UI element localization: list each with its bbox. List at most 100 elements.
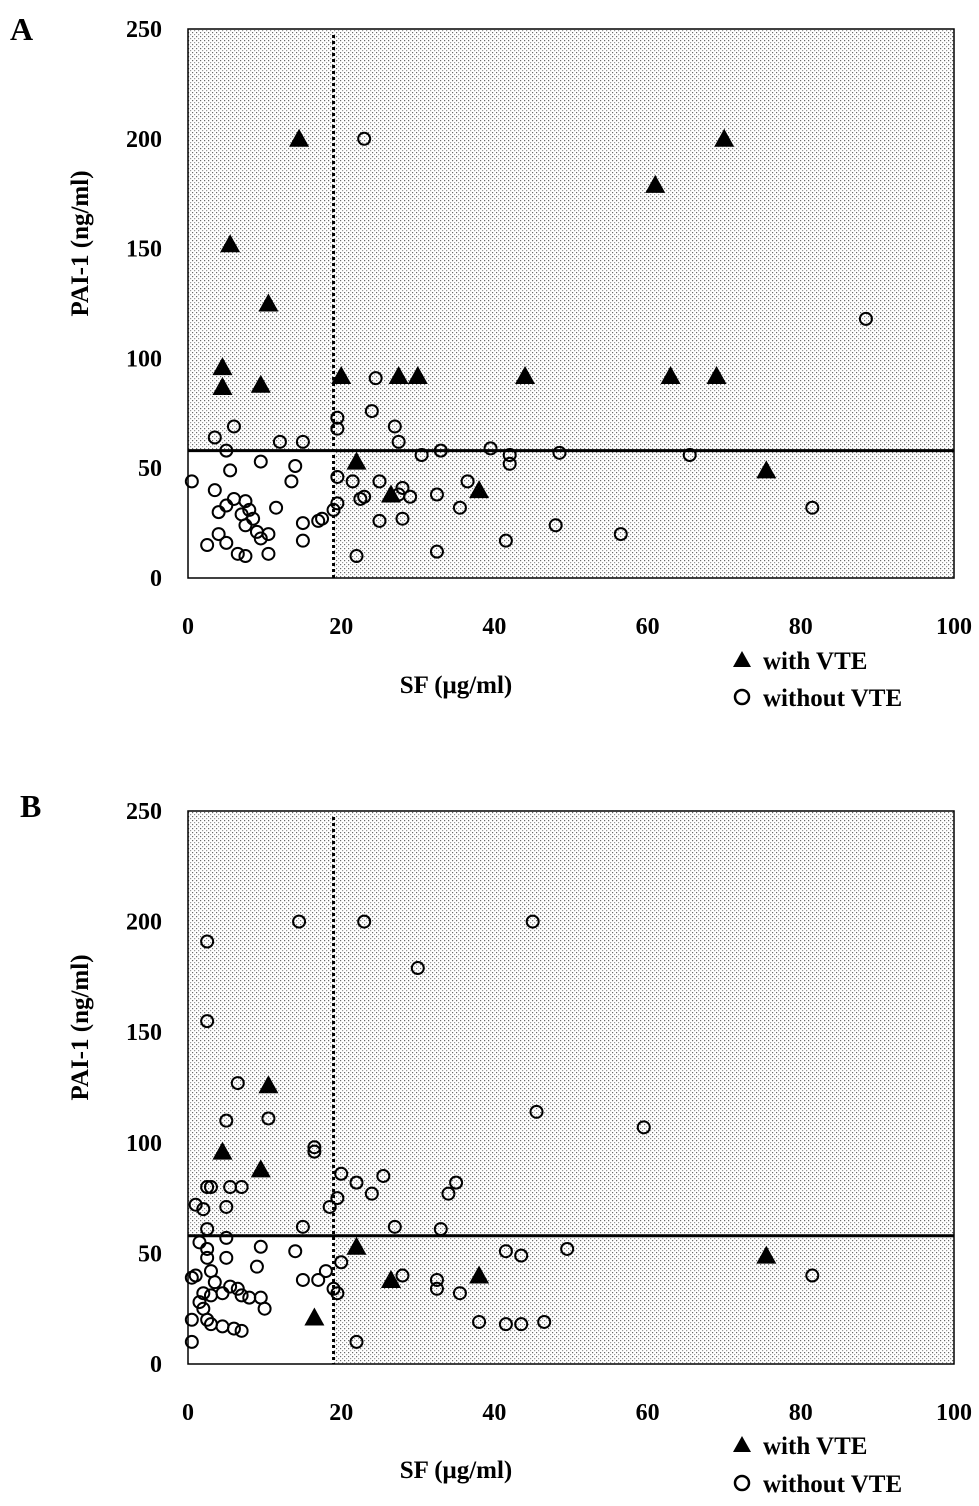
- data-point-without-vte: [215, 1286, 230, 1301]
- data-point-without-vte: [184, 1334, 199, 1349]
- data-point-with-vte: [706, 365, 727, 384]
- data-point-without-vte: [307, 1144, 322, 1159]
- data-point-without-vte: [334, 1166, 349, 1181]
- y-tick-label: 200: [126, 910, 162, 936]
- data-point-without-vte: [272, 434, 287, 449]
- data-point-with-vte: [258, 293, 279, 312]
- data-point-without-vte: [226, 419, 241, 434]
- panel-label: B: [20, 788, 41, 824]
- y-tick-label: 250: [126, 799, 162, 825]
- data-point-without-vte: [498, 1244, 513, 1259]
- data-point-without-vte: [345, 474, 360, 489]
- legend-circle-icon: [733, 1474, 751, 1492]
- data-point-without-vte: [502, 448, 517, 463]
- data-point-with-vte: [250, 374, 271, 393]
- data-point-without-vte: [483, 441, 498, 456]
- data-point-without-vte: [472, 1314, 487, 1329]
- data-point-without-vte: [537, 1314, 552, 1329]
- x-tick-label: 100: [936, 614, 972, 640]
- data-point-with-vte: [756, 460, 777, 479]
- data-point-without-vte: [284, 474, 299, 489]
- y-tick-label: 100: [126, 346, 162, 372]
- data-point-without-vte: [805, 1268, 820, 1283]
- data-point-with-vte: [331, 365, 352, 384]
- data-point-without-vte: [498, 533, 513, 548]
- x-tick-label: 0: [182, 614, 194, 640]
- data-point-without-vte: [219, 1113, 234, 1128]
- data-point-without-vte: [410, 961, 425, 976]
- data-point-without-vte: [261, 527, 276, 542]
- data-point-without-vte: [219, 443, 234, 458]
- scatter-panel-b: 0 50 100 150 200 250 0 20 40 60 80 100 SF (μg/ml) PAI…: [20, 788, 972, 1498]
- data-point-without-vte: [326, 502, 341, 517]
- data-point-without-vte: [295, 516, 310, 531]
- data-point-without-vte: [349, 1175, 364, 1190]
- data-point-without-vte: [514, 1248, 529, 1263]
- x-tick-label: 80: [789, 1400, 813, 1426]
- data-point-without-vte: [203, 1180, 218, 1195]
- data-point-without-vte: [261, 1111, 276, 1126]
- scatter-panel-a: 0 50 100 150 200 250 0 20 40 60 80 100 SF (μg/ml) PAI…: [10, 11, 972, 712]
- legend-triangle-icon: [733, 1436, 751, 1452]
- series-without-vte: [184, 131, 873, 564]
- data-point-without-vte: [219, 535, 234, 550]
- y-tick-label: 0: [150, 1352, 162, 1378]
- data-point-without-vte: [318, 1264, 333, 1279]
- data-point-without-vte: [234, 1288, 249, 1303]
- data-point-without-vte: [403, 489, 418, 504]
- data-point-without-vte: [349, 549, 364, 564]
- data-point-without-vte: [449, 1175, 464, 1190]
- x-tick-label: 40: [482, 1400, 506, 1426]
- data-point-without-vte: [223, 463, 238, 478]
- data-point-with-vte: [380, 484, 401, 503]
- data-point-without-vte: [429, 1281, 444, 1296]
- data-point-with-vte: [469, 1265, 490, 1284]
- x-tick-label: 60: [636, 1400, 660, 1426]
- data-point-without-vte: [211, 505, 226, 520]
- data-point-without-vte: [230, 1076, 245, 1091]
- data-point-without-vte: [387, 419, 402, 434]
- data-point-without-vte: [184, 474, 199, 489]
- legend-triangle-icon: [733, 651, 751, 667]
- data-point-without-vte: [315, 511, 330, 526]
- y-tick-label: 150: [126, 237, 162, 263]
- data-point-without-vte: [372, 474, 387, 489]
- data-point-without-vte: [433, 1222, 448, 1237]
- x-tick-label: 20: [329, 1400, 353, 1426]
- data-point-without-vte: [200, 934, 215, 949]
- plot-frame: [187, 28, 955, 579]
- data-point-with-vte: [212, 376, 233, 395]
- data-point-with-vte: [212, 1141, 233, 1160]
- data-point-without-vte: [295, 434, 310, 449]
- data-point-without-vte: [376, 1168, 391, 1183]
- data-point-without-vte: [219, 1250, 234, 1265]
- data-point-with-vte: [469, 480, 490, 499]
- data-point-with-vte: [304, 1307, 325, 1326]
- data-point-without-vte: [234, 1180, 249, 1195]
- data-point-without-vte: [211, 527, 226, 542]
- x-tick-label: 60: [636, 614, 660, 640]
- data-point-without-vte: [184, 1270, 199, 1285]
- data-point-without-vte: [295, 1272, 310, 1287]
- y-tick-label: 100: [126, 1131, 162, 1157]
- series-with-vte: [212, 1075, 777, 1326]
- x-tick-label: 100: [936, 1400, 972, 1426]
- x-tick-label: 80: [789, 614, 813, 640]
- data-point-with-vte: [250, 1159, 271, 1178]
- legend-circle-icon: [733, 688, 751, 706]
- data-point-without-vte: [682, 448, 697, 463]
- data-point-without-vte: [391, 434, 406, 449]
- y-tick-label: 50: [138, 456, 162, 482]
- x-axis-title: SF (μg/ml): [400, 672, 513, 699]
- data-point-without-vte: [326, 1281, 341, 1296]
- unshaded-quadrant: [188, 450, 334, 578]
- data-point-without-vte: [200, 538, 215, 553]
- data-point-without-vte: [429, 487, 444, 502]
- data-point-without-vte: [560, 1241, 575, 1256]
- data-point-without-vte: [330, 421, 345, 436]
- data-point-without-vte: [858, 311, 873, 326]
- data-point-without-vte: [238, 549, 253, 564]
- data-point-without-vte: [357, 489, 372, 504]
- data-point-without-vte: [498, 1317, 513, 1332]
- data-point-without-vte: [207, 483, 222, 498]
